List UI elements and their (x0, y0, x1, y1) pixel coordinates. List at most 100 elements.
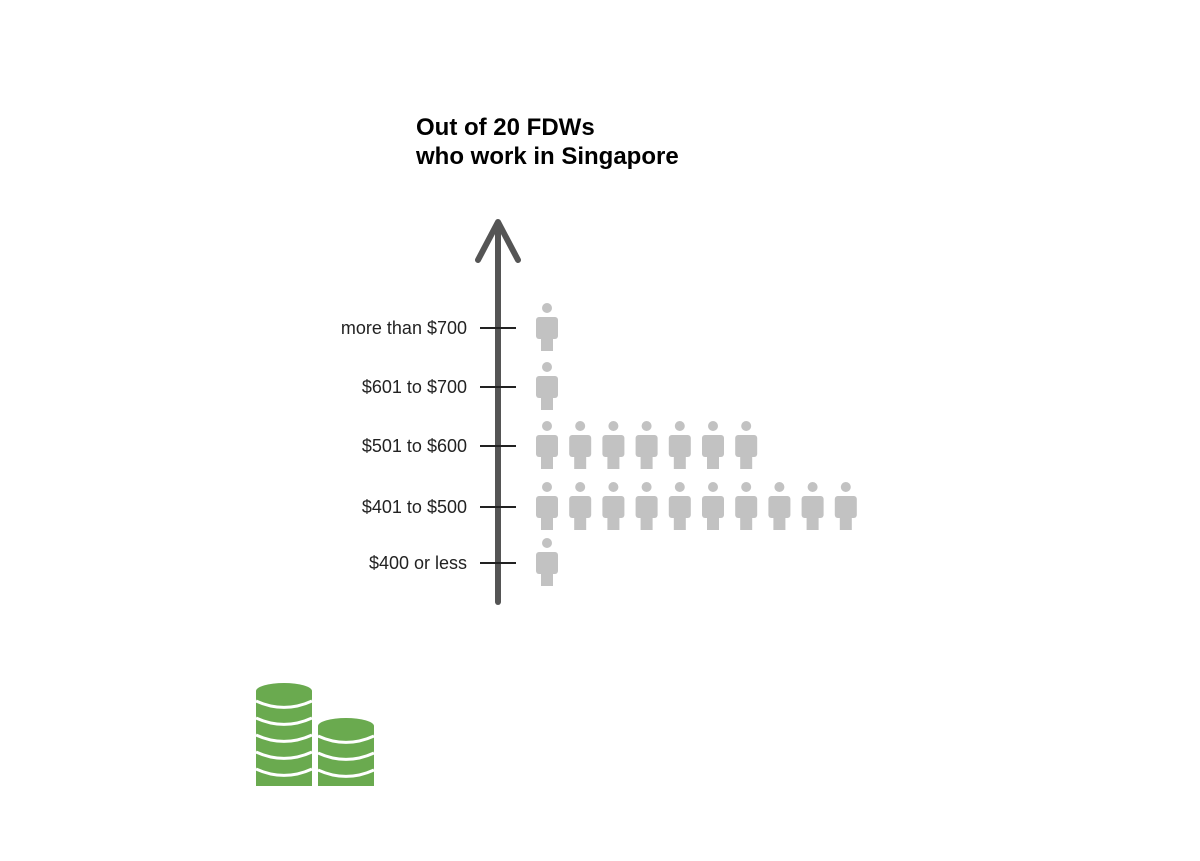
person-icon (569, 482, 592, 530)
person-icon-legs (640, 454, 653, 469)
person-icon-legs (806, 515, 819, 530)
person-icon-torso (602, 496, 625, 518)
person-icon-head (641, 482, 652, 492)
person-icon-head (741, 482, 752, 492)
person-icons (536, 303, 857, 586)
y-axis-tick-label: more than $700 (341, 318, 467, 338)
person-icon-head (542, 538, 552, 548)
coin-band (255, 733, 313, 743)
y-axis-tick-label: $601 to $700 (362, 377, 467, 397)
person-icon-head (542, 303, 552, 313)
person-icon-torso (834, 496, 857, 518)
chart-title-line-1: Out of 20 FDWs (416, 114, 595, 141)
y-axis (475, 219, 521, 605)
person-icon-torso (668, 435, 691, 457)
person-icon-torso (735, 435, 758, 457)
person-icon (536, 303, 558, 351)
person-icon-head (575, 421, 586, 431)
person-icon-torso (702, 496, 724, 518)
coin-band (317, 768, 375, 778)
person-icon-legs (839, 515, 852, 530)
person-icon (801, 482, 824, 530)
person-icon-head (542, 482, 552, 492)
person-icon-head (674, 421, 685, 431)
person-icon-torso (536, 552, 558, 574)
coin-stack-right (317, 718, 375, 786)
person-icon (735, 482, 758, 530)
person-icon-legs (607, 515, 620, 530)
coin-band (255, 767, 313, 777)
person-icon-torso (635, 496, 658, 518)
coin-stack-top (256, 683, 312, 699)
person-icon (635, 421, 658, 469)
person-icon-head (708, 421, 718, 431)
person-icon-legs (574, 454, 587, 469)
y-axis-tick-label: $501 to $600 (362, 436, 467, 456)
person-icon (536, 482, 558, 530)
coin-band (255, 750, 313, 760)
person-icon-torso (635, 435, 658, 457)
person-icon (702, 482, 724, 530)
person-icon-head (840, 482, 851, 492)
coin-band (255, 716, 313, 726)
y-axis-tick-label: $400 or less (369, 553, 467, 573)
person-icon (768, 482, 791, 530)
person-icon-torso (569, 435, 592, 457)
person-icon-head (575, 482, 586, 492)
coin-stack-top (318, 718, 374, 734)
person-icon (536, 362, 558, 410)
person-icon (702, 421, 724, 469)
person-icon-head (641, 421, 652, 431)
person-icon-legs (707, 454, 719, 469)
coin-band (317, 751, 375, 761)
y-axis-arrowhead (475, 219, 521, 263)
person-icon-torso (536, 435, 558, 457)
person-icon-legs (773, 515, 786, 530)
coin-band (317, 734, 375, 744)
person-icon (635, 482, 658, 530)
person-icon-legs (541, 395, 553, 410)
person-icon (602, 482, 625, 530)
person-icon-head (774, 482, 785, 492)
person-icon-legs (740, 515, 753, 530)
person-icon-torso (536, 496, 558, 518)
person-icon-head (708, 482, 718, 492)
person-icon-torso (735, 496, 758, 518)
person-icon-torso (602, 435, 625, 457)
y-axis-tick-label: $401 to $500 (362, 497, 467, 517)
person-icon-legs (541, 454, 553, 469)
person-icon-head (542, 362, 552, 372)
person-icon (569, 421, 592, 469)
person-icon (834, 482, 857, 530)
person-icon (668, 421, 691, 469)
person-icon-head (741, 421, 752, 431)
person-icon-legs (740, 454, 753, 469)
coin-band (255, 699, 313, 709)
person-icon-torso (801, 496, 824, 518)
person-icon-head (542, 421, 552, 431)
person-icon (536, 538, 558, 586)
coin-stack-icon (255, 683, 375, 786)
person-icon-legs (541, 571, 553, 586)
person-icon-legs (541, 515, 553, 530)
person-icon-legs (673, 454, 686, 469)
chart-title-line-2: who work in Singapore (415, 143, 679, 170)
person-icon-torso (768, 496, 791, 518)
coin-stack-left (255, 683, 313, 786)
person-icon-legs (673, 515, 686, 530)
person-icon-torso (536, 376, 558, 398)
person-icon-head (674, 482, 685, 492)
person-icon-legs (541, 336, 553, 351)
person-icon (536, 421, 558, 469)
person-icon-head (807, 482, 818, 492)
person-icon-torso (668, 496, 691, 518)
person-icon-head (608, 421, 619, 431)
person-icon-legs (574, 515, 587, 530)
person-icon (735, 421, 758, 469)
person-icon-legs (640, 515, 653, 530)
person-icon-legs (707, 515, 719, 530)
person-icon (668, 482, 691, 530)
y-axis-ticks: $400 or less $401 to $500 $501 to $600 $601… (341, 318, 516, 573)
